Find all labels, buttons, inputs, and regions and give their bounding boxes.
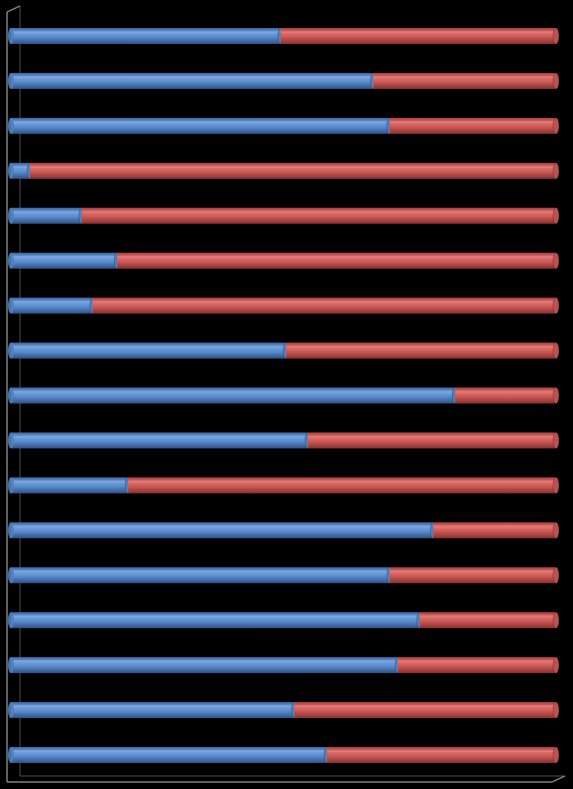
bar-segment-red [128, 476, 560, 494]
bar-row [8, 117, 560, 135]
bar-segment-red [294, 701, 560, 719]
bar-start-cap [8, 252, 14, 269]
bar-segment-red [92, 297, 560, 315]
bar-start-cap [8, 702, 14, 719]
bar-segment-blue [11, 566, 394, 584]
bar-segment-red [389, 117, 560, 135]
bar-segment-red [397, 656, 560, 674]
bar-segment-blue [11, 342, 290, 359]
bar-row [8, 656, 560, 674]
bar-segment-blue [11, 252, 121, 270]
bar-start-cap [8, 477, 14, 494]
bar-segment-blue [11, 387, 459, 404]
bar-segment-red [30, 162, 560, 180]
bar-row [8, 27, 560, 45]
bar-row [8, 432, 560, 449]
bar-segment-blue [11, 746, 331, 764]
bar-row [8, 746, 560, 764]
bar-segment-red [117, 252, 560, 270]
bar-segment-blue [11, 701, 298, 719]
y-axis-top-edge [6, 5, 21, 13]
bar-segment-blue [11, 432, 312, 449]
bar-segment-blue [11, 521, 437, 539]
bar-segment-red [286, 342, 560, 359]
bar-segment-red [419, 611, 560, 629]
bar-start-cap [8, 612, 14, 629]
bar-segment-blue [11, 476, 132, 494]
bar-segment-blue [11, 72, 377, 90]
bar-start-cap [8, 207, 14, 224]
bar-row [8, 521, 560, 539]
bar-row [8, 566, 560, 584]
bar-row [8, 387, 560, 404]
bar-segment-red [327, 746, 560, 764]
bar-row [8, 611, 560, 629]
bar-segment-red [81, 207, 560, 225]
bar-segment-red [373, 72, 560, 90]
bar-segment-red [280, 27, 560, 45]
bars [8, 27, 560, 764]
bar-segment-red [389, 566, 560, 584]
bar-start-cap [8, 387, 14, 404]
bar-start-cap [8, 432, 14, 449]
bar-row [8, 476, 560, 494]
bar-start-cap [8, 28, 14, 44]
bar-row [8, 207, 560, 225]
bar-segment-blue [11, 162, 34, 180]
bar-segment-blue [11, 656, 402, 674]
bar-segment-blue [11, 27, 285, 45]
bar-start-cap [8, 117, 14, 134]
bar-row [8, 252, 560, 270]
bar-segment-blue [11, 117, 394, 135]
bar-start-cap [8, 522, 14, 539]
bar-row [8, 701, 560, 719]
bar-segment-blue [11, 207, 86, 225]
bar-start-cap [8, 297, 14, 314]
bar-segment-red [455, 387, 560, 404]
bar-start-cap [8, 747, 14, 763]
bar-start-cap [8, 162, 14, 179]
x-axis-right-edge [551, 775, 566, 783]
bar-start-cap [8, 342, 14, 359]
bar-segment-red [433, 521, 560, 539]
bar-start-cap [8, 567, 14, 584]
bar-row [8, 72, 560, 90]
bar-segment-blue [11, 297, 97, 315]
bar-row [8, 342, 560, 359]
bar-start-cap [8, 657, 14, 674]
bar-segment-blue [11, 611, 424, 629]
bar-row [8, 162, 560, 180]
bar-row [8, 297, 560, 315]
bar-segment-red [308, 432, 560, 449]
bar-start-cap [8, 72, 14, 89]
